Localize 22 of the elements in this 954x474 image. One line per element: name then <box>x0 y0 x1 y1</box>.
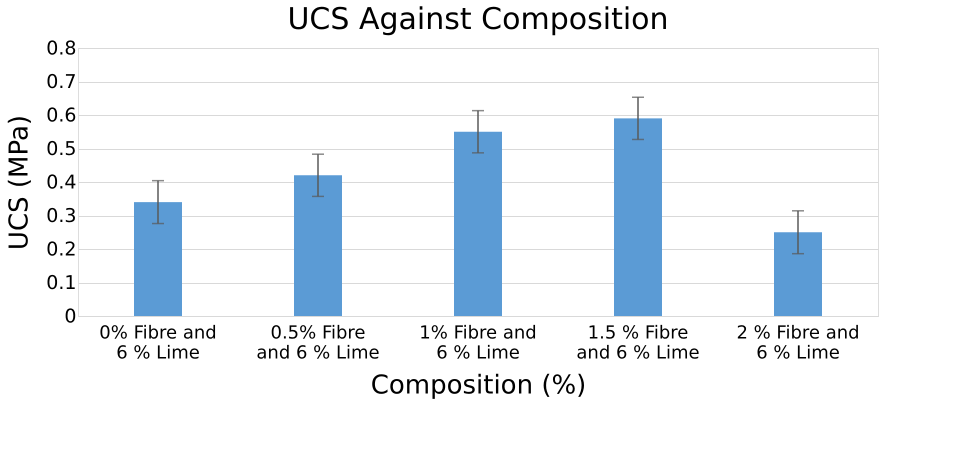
x-tick-label: 1% Fibre and 6 % Lime <box>419 322 537 364</box>
y-tick-label: 0.7 <box>46 71 76 93</box>
bar <box>454 132 502 316</box>
y-tick-label: 0.3 <box>46 205 76 227</box>
bar <box>294 175 342 316</box>
y-axis-title: UCS (MPa) <box>4 114 34 250</box>
bar <box>774 232 822 316</box>
bar <box>614 118 662 316</box>
x-tick-label: 2 % Fibre and 6 % Lime <box>736 322 860 364</box>
y-tick-label: 0.4 <box>46 172 76 194</box>
x-tick-label: 1.5 % Fibre and 6 % Lime <box>576 322 700 364</box>
y-tick-label: 0.6 <box>46 104 76 126</box>
y-tick-label: 0 <box>64 306 76 328</box>
x-tick-label: 0% Fibre and 6 % Lime <box>99 322 217 364</box>
y-tick-label: 0.8 <box>46 38 76 60</box>
bar <box>134 202 182 316</box>
y-tick-label: 0.2 <box>46 238 76 260</box>
chart-title: UCS Against Composition <box>287 2 669 37</box>
x-tick-label: 0.5% Fibre and 6 % Lime <box>256 322 380 364</box>
y-tick-label: 0.1 <box>46 272 76 294</box>
y-tick-label: 0.5 <box>46 138 76 160</box>
x-axis-title: Composition (%) <box>370 370 586 400</box>
